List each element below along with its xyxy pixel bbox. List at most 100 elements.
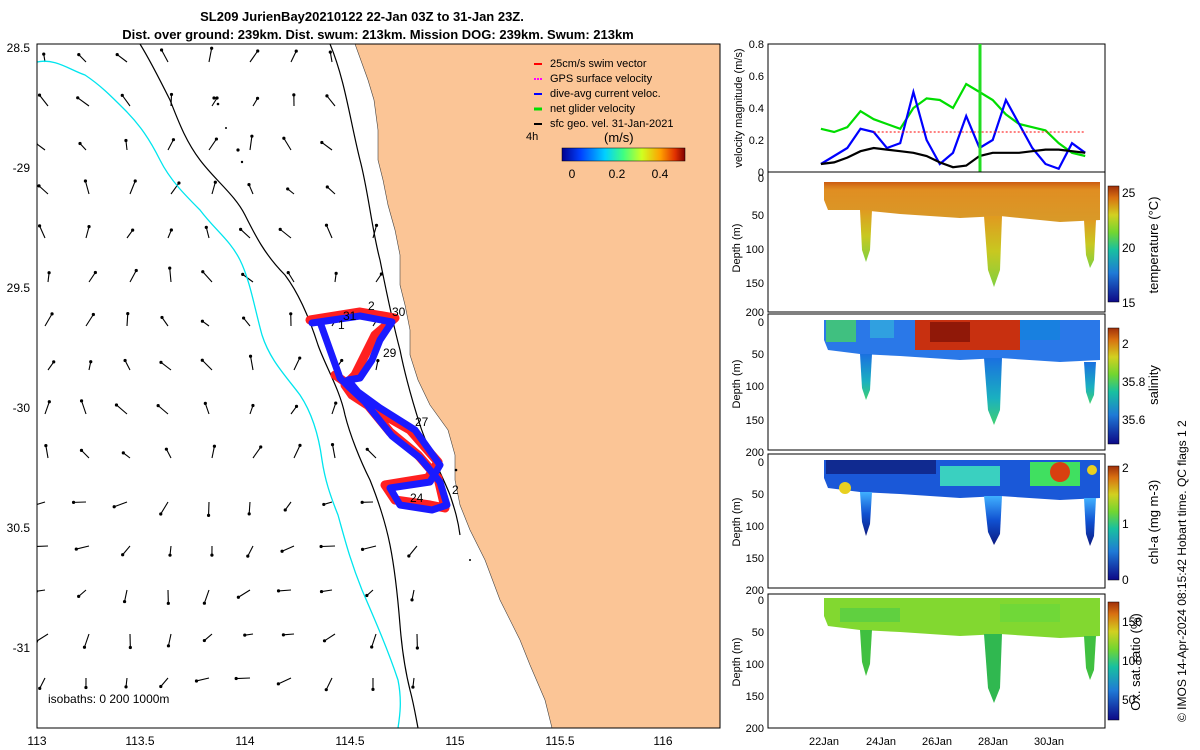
current-vector-head — [114, 403, 119, 407]
current-vector-head — [286, 187, 290, 191]
current-vector — [129, 180, 136, 195]
current-vector — [293, 357, 301, 371]
current-vector — [325, 677, 333, 690]
current-vector — [248, 501, 251, 514]
current-vector-head — [243, 633, 247, 637]
current-vector-head — [319, 544, 323, 549]
track — [305, 307, 451, 514]
current-vector-head — [276, 682, 280, 686]
temperature-cticks: 25 20 15 — [1122, 186, 1136, 310]
current-vector-head — [256, 49, 260, 53]
current-vector-head — [324, 688, 328, 692]
current-vector — [236, 677, 251, 680]
c-tick: 20 — [1122, 241, 1136, 255]
depth-ylabel: Depth (m) — [731, 360, 743, 409]
current-vector-head — [242, 316, 246, 320]
current-vector-head — [164, 447, 168, 451]
current-vector-head — [365, 593, 369, 598]
current-vector — [39, 225, 46, 239]
current-vector-head — [292, 93, 296, 97]
current-vector-head — [330, 443, 335, 447]
current-vector — [324, 633, 336, 642]
c-tick: 15 — [1122, 296, 1136, 310]
track-label: 24 — [410, 491, 424, 505]
current-vector — [124, 589, 128, 602]
y-tick: 30.5 — [7, 521, 31, 535]
current-vector-head — [236, 595, 240, 599]
y-tick: 150 — [746, 553, 764, 565]
salinity-colorbar — [1107, 327, 1120, 445]
temperature-panel: 0 50 100 150 200 Depth (m) 25 20 15 temp… — [731, 171, 1161, 319]
track-label: 29 — [383, 346, 397, 360]
current-vector-head — [166, 601, 170, 605]
current-vector-head — [177, 181, 181, 185]
series-line — [820, 82, 1086, 158]
x-tick: 114 — [235, 734, 254, 748]
current-vector — [238, 589, 251, 598]
current-vector — [196, 677, 210, 682]
current-vector — [281, 545, 295, 552]
current-vector — [371, 633, 377, 648]
current-vector-head — [91, 312, 95, 317]
current-vector-head — [159, 512, 163, 516]
current-vector-head — [89, 360, 93, 364]
y-tick: 0.6 — [749, 71, 764, 83]
current-vector-head — [37, 589, 39, 593]
current-vector-head — [286, 271, 290, 275]
track-label: 1 — [338, 318, 345, 332]
salinity-y-ticks: 0 50 100 150 200 — [746, 317, 764, 459]
current-vector-head — [134, 268, 138, 273]
oxygen-colorbar — [1107, 601, 1120, 721]
y-tick: 29.5 — [7, 281, 31, 295]
island — [454, 468, 458, 472]
current-vector — [243, 317, 251, 327]
current-vector-head — [370, 645, 374, 649]
current-vector — [161, 49, 169, 63]
chla-plume — [1084, 498, 1096, 546]
current-vector-head — [276, 589, 281, 593]
x-tick: 116 — [653, 734, 672, 748]
x-tick: 113 — [27, 734, 46, 748]
current-vector — [39, 94, 49, 107]
track-label: 31 — [343, 309, 357, 323]
current-vector-head — [126, 312, 130, 316]
map-y-ticks: 28.5 -29 29.5 -30 30.5 -31 — [7, 41, 31, 655]
temperature-field — [824, 182, 1100, 222]
current-vector-head — [281, 633, 286, 637]
current-vector — [169, 268, 172, 283]
oxygen-clabel: Ox. sat. ratio (%) — [1128, 613, 1143, 711]
current-vector-head — [169, 92, 174, 97]
salinity-plume — [984, 358, 1002, 425]
current-vector — [126, 229, 134, 239]
c-tick: 50 — [1122, 693, 1136, 707]
current-vector-head — [47, 400, 51, 404]
temperature-plume — [984, 216, 1002, 287]
current-vector-head — [166, 644, 171, 648]
current-vector-head — [121, 451, 125, 455]
current-vector-head — [159, 684, 163, 689]
current-vector — [293, 445, 301, 459]
current-vector — [331, 402, 337, 415]
current-vector-head — [74, 547, 78, 551]
island — [240, 160, 244, 164]
current-vector — [208, 138, 217, 151]
y-tick: 0 — [758, 317, 764, 329]
y-tick: 0 — [758, 167, 764, 179]
map-frame — [36, 43, 721, 729]
current-vector-head — [325, 94, 329, 98]
chla-patch — [940, 466, 1000, 486]
current-vector-head — [124, 685, 128, 689]
current-vector — [116, 54, 128, 63]
y-tick: 200 — [746, 307, 764, 319]
current-vector — [165, 448, 172, 459]
current-vector — [248, 184, 254, 195]
current-vector-head — [278, 227, 282, 231]
current-vector-head — [194, 679, 199, 683]
current-vector-head — [168, 266, 172, 270]
current-vector — [240, 228, 251, 239]
y-tick: -31 — [13, 641, 31, 655]
current-vector — [160, 361, 172, 371]
current-vector — [250, 356, 254, 371]
track-labels: 31 2 30 1 29 27 24 2 — [338, 299, 459, 505]
y-tick: 0.8 — [749, 39, 764, 51]
